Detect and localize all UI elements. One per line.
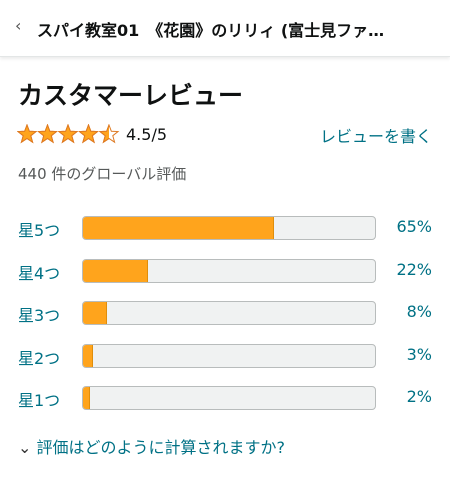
percent-label[interactable]: 65% [396, 217, 432, 236]
star-label[interactable]: 星5つ [18, 221, 61, 240]
footer-link-text[interactable]: 評価はどのように計算されますか? [36, 438, 286, 457]
bar [83, 217, 274, 239]
star-fill [17, 124, 37, 144]
bar [83, 302, 108, 324]
product-title[interactable]: スパイ教室01 《花園》のリリィ (富士見ファ… [37, 21, 385, 40]
bar [83, 259, 149, 282]
bar-track [82, 343, 376, 368]
bar-track [82, 258, 376, 283]
star-fill [58, 124, 78, 144]
footer-link[interactable]: ⌄ 評価はどのように計算されますか? [18, 438, 286, 457]
write-review-link[interactable]: レビューを書く [319, 127, 432, 146]
star-fill [37, 124, 58, 144]
bar [83, 344, 93, 367]
bar-track [82, 386, 376, 410]
star-label[interactable]: 星1つ [18, 391, 61, 410]
star-fill [78, 124, 99, 144]
percent-label[interactable]: 22% [396, 259, 432, 279]
section-title: カスタマーレビュー [18, 81, 244, 110]
percent-label[interactable]: 2% [406, 387, 432, 406]
header-bar: ‹ スパイ教室01 《花園》のリリィ (富士見ファ… [0, 0, 450, 57]
back-chevron[interactable]: ‹ [15, 16, 22, 35]
star-label[interactable]: 星4つ [18, 263, 61, 283]
bar-track [82, 216, 376, 240]
bar-track [82, 301, 376, 325]
star-rating [17, 124, 120, 144]
rating-count: 440 件のグローバル評価 [18, 165, 187, 183]
bar [83, 387, 90, 409]
rating-label: 4.5/5 [126, 125, 168, 144]
percent-label[interactable]: 3% [406, 344, 432, 364]
star-label[interactable]: 星3つ [18, 306, 61, 325]
percent-label[interactable]: 8% [406, 302, 432, 321]
star-fill [99, 124, 109, 144]
star-label[interactable]: 星2つ [18, 348, 61, 368]
